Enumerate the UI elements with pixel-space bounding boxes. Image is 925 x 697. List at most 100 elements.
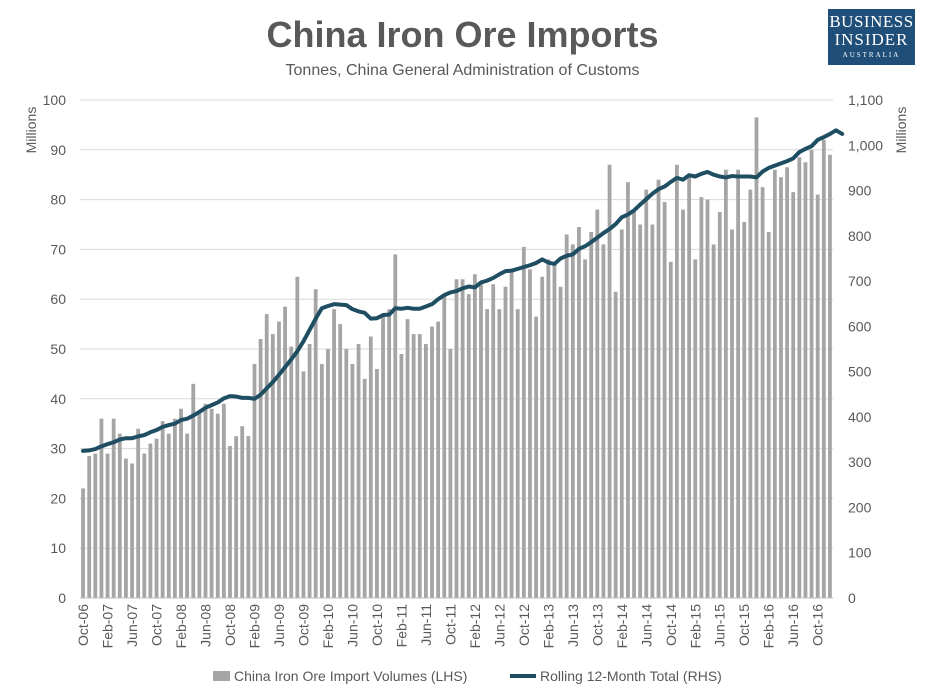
import-volume-bar (264, 314, 269, 598)
x-tick-label: Feb-09 (246, 604, 262, 649)
import-volume-bar (662, 202, 667, 598)
x-tick-label: Feb-07 (100, 604, 116, 649)
import-volume-bar (785, 167, 789, 599)
right-tick-label: 200 (848, 499, 872, 515)
import-volume-bar (583, 259, 587, 598)
import-volume-bar (479, 284, 483, 598)
import-volume-bar (656, 179, 661, 598)
import-volume-bar (613, 291, 618, 598)
left-tick-label: 70 (50, 241, 66, 257)
import-volume-bar (387, 309, 392, 598)
import-volume-bar (717, 212, 722, 599)
import-volume-bar (221, 403, 226, 598)
import-volume-bar (124, 458, 128, 598)
import-volume-bar (234, 436, 239, 598)
import-volume-bar (160, 421, 165, 598)
left-tick-label: 20 (50, 490, 66, 506)
import-volume-bar (509, 269, 514, 598)
right-tick-label: 800 (848, 228, 872, 244)
import-volume-bar (301, 371, 306, 598)
x-tick-label: Jun-15 (712, 604, 728, 647)
import-volume-bar (307, 344, 312, 598)
right-tick-label: 600 (848, 318, 872, 334)
import-volume-bar (681, 209, 685, 598)
import-volume-bar (540, 276, 545, 598)
left-tick-label: 80 (50, 192, 66, 208)
import-volume-bar (411, 334, 416, 598)
import-volume-bar (203, 403, 208, 598)
import-volume-bar (93, 453, 98, 598)
import-volume-bar (362, 378, 367, 598)
import-volume-bar (638, 224, 643, 598)
import-volume-bar (356, 344, 361, 598)
import-volume-bar (130, 463, 134, 598)
import-volume-bar (503, 286, 508, 598)
import-volume-bar (821, 139, 826, 598)
x-tick-label: Feb-12 (467, 604, 483, 649)
x-tick-label: Jun-10 (344, 604, 360, 647)
import-volume-bar (705, 199, 710, 598)
rolling-total-line-group (81, 128, 845, 453)
import-volume-bar (742, 222, 747, 598)
x-tick-label: Feb-10 (320, 604, 336, 649)
import-volume-bar (270, 334, 275, 598)
import-volume-bar (828, 154, 832, 598)
import-volume-bar (552, 261, 557, 598)
import-volume-bar (809, 149, 814, 599)
import-volume-bar (81, 488, 85, 598)
left-tick-label: 10 (50, 540, 66, 556)
import-volume-bar (668, 261, 673, 598)
import-volume-bar (595, 209, 600, 598)
right-tick-label: 400 (848, 409, 872, 425)
x-tick-label: Feb-08 (173, 604, 189, 649)
left-tick-label: 90 (50, 142, 66, 158)
import-volume-bar (148, 443, 153, 598)
x-tick-label: Oct-09 (295, 604, 311, 646)
import-volume-bar (607, 164, 612, 599)
import-volume-bar (154, 438, 159, 598)
x-tick-label: Oct-12 (516, 604, 532, 646)
x-tick-label: Jun-07 (124, 604, 140, 647)
chart-title: China Iron Ore Imports (266, 14, 659, 55)
import-volume-bar (283, 306, 287, 598)
x-tick-label: Jun-12 (491, 604, 507, 647)
import-volume-bar (105, 453, 110, 598)
import-volume-bar (515, 309, 520, 598)
x-tick-label: Oct-15 (736, 604, 752, 646)
import-volume-bar (185, 433, 190, 598)
logo-line-2: INSIDER (834, 30, 909, 49)
x-axis: Oct-06 Feb-07 Jun-07 Oct-07 Feb-08 Jun-08 Oct-… (75, 597, 833, 649)
import-volume-bar (577, 226, 581, 599)
import-volume-bar (650, 224, 655, 598)
import-volume-bar (326, 349, 330, 598)
import-volume-bar (417, 334, 422, 598)
import-volume-bar (485, 309, 490, 598)
import-volume-bar (766, 231, 771, 598)
right-tick-label: 900 (848, 183, 872, 199)
import-volume-bar (319, 363, 324, 598)
import-volume-bar (381, 314, 385, 598)
import-volume-bar (693, 259, 698, 598)
import-volume-bar (632, 212, 636, 599)
import-volume-bar (521, 246, 526, 598)
x-tick-label: Feb-11 (393, 604, 409, 648)
import-volume-bar (815, 194, 820, 598)
x-tick-label: Jun-09 (271, 604, 287, 647)
logo-line-3: AUSTRALIA (842, 51, 901, 59)
business-insider-logo[interactable]: BUSINESS INSIDER AUSTRALIA (828, 9, 915, 65)
import-volume-bar (754, 117, 759, 599)
import-volume-bar (99, 418, 104, 598)
import-volume-bar (258, 339, 263, 598)
x-tick-label: Feb-15 (687, 604, 703, 649)
import-volume-bar (436, 321, 441, 598)
import-volume-bar (748, 189, 753, 598)
import-volume-bar (570, 244, 575, 599)
right-tick-label: 1,000 (848, 137, 883, 153)
left-tick-label: 60 (50, 291, 66, 307)
right-axis-label: Millions (893, 107, 909, 154)
x-tick-label: Jun-14 (638, 604, 654, 647)
import-volume-bar (228, 446, 232, 598)
x-tick-label: Feb-13 (540, 604, 556, 649)
import-volume-bar (295, 276, 300, 598)
